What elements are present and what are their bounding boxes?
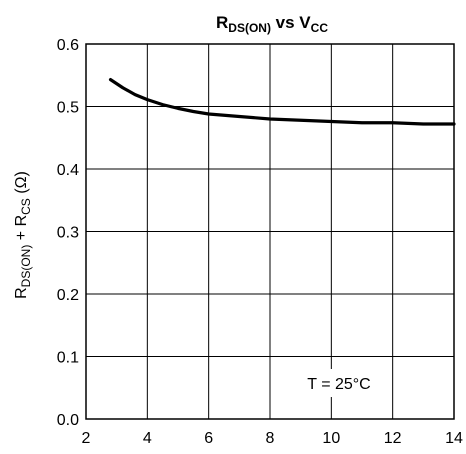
x-tick-labels: 2 4 6 8 10 12 14 (82, 430, 463, 447)
y-tick-label: 0.3 (57, 225, 79, 242)
x-tick-label: 10 (322, 430, 340, 447)
y-tick-label: 0.5 (57, 100, 79, 117)
annotation-box (300, 369, 378, 397)
x-tick-label: 4 (143, 430, 152, 447)
y-tick-label: 0.4 (57, 162, 79, 179)
y-tick-label: 0.1 (57, 350, 79, 367)
x-tick-label: 14 (445, 430, 463, 447)
annotation-text: T = 25°C (307, 376, 370, 393)
grid (85, 43, 455, 420)
y-tick-label: 0.2 (57, 287, 79, 304)
plot-frame (85, 43, 455, 420)
x-tick-label: 6 (204, 430, 213, 447)
x-tick-label: 8 (266, 430, 275, 447)
x-tick-label: 12 (384, 430, 402, 447)
y-axis-label: RDS(ON) + RCS (Ω) (13, 171, 33, 299)
x-tick-label: 2 (82, 430, 91, 447)
y-tick-label: 0.0 (57, 412, 79, 429)
chart-title: RDS(ON) vs VCC (216, 13, 328, 35)
series-line (108, 78, 456, 126)
y-tick-label: 0.6 (57, 37, 79, 54)
y-tick-labels: 0.0 0.1 0.2 0.3 0.4 0.5 0.6 (57, 37, 79, 429)
